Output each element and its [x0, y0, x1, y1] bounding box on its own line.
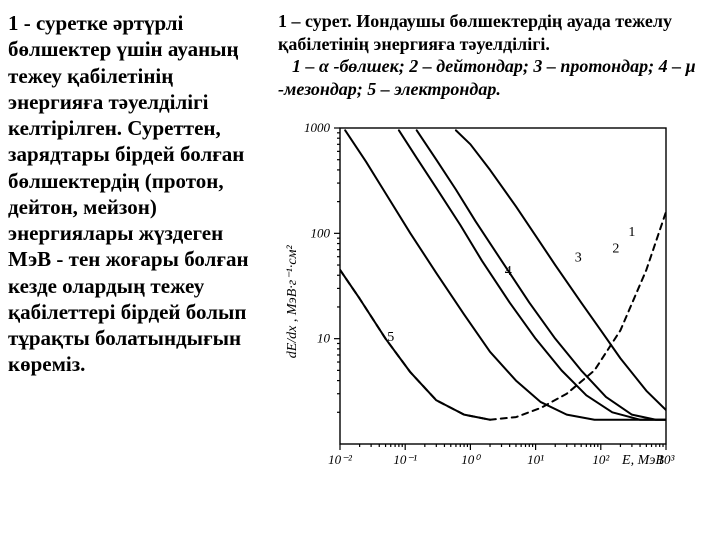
- caption-legend: 1 – α -бөлшек; 2 – дейтондар; 3 – протон…: [278, 55, 698, 100]
- svg-text:4: 4: [505, 264, 512, 279]
- chart-svg: 10⁻²10⁻¹10⁰10¹10²10³101001000E, МэВdE/dx…: [278, 118, 678, 478]
- svg-text:10: 10: [317, 331, 331, 346]
- svg-text:10⁰: 10⁰: [461, 452, 481, 467]
- svg-text:10²: 10²: [592, 452, 610, 467]
- svg-text:1000: 1000: [304, 120, 331, 135]
- right-column: 1 – сурет. Иондаушы бөлшектердің ауада т…: [278, 10, 698, 530]
- caption-title: 1 – сурет. Иондаушы бөлшектердің ауада т…: [278, 11, 672, 54]
- svg-text:5: 5: [387, 330, 394, 345]
- svg-text:100: 100: [311, 225, 331, 240]
- svg-text:1: 1: [628, 225, 635, 240]
- svg-text:dE/dx , МэВ·г⁻¹·см²: dE/dx , МэВ·г⁻¹·см²: [285, 245, 300, 359]
- body-paragraph: 1 - суретке әртүрлі бөлшектер үшін ауаны…: [8, 10, 268, 378]
- left-column: 1 - суретке әртүрлі бөлшектер үшін ауаны…: [8, 10, 278, 530]
- page-root: 1 - суретке әртүрлі бөлшектер үшін ауаны…: [0, 0, 720, 540]
- svg-text:2: 2: [612, 241, 619, 256]
- svg-text:10¹: 10¹: [527, 452, 544, 467]
- svg-text:E, МэВ: E, МэВ: [621, 453, 664, 468]
- svg-text:10⁻¹: 10⁻¹: [393, 452, 417, 467]
- figure-caption: 1 – сурет. Иондаушы бөлшектердің ауада т…: [278, 10, 698, 100]
- chart-container: 10⁻²10⁻¹10⁰10¹10²10³101001000E, МэВdE/dx…: [278, 118, 678, 478]
- svg-text:10⁻²: 10⁻²: [328, 452, 353, 467]
- svg-text:3: 3: [575, 251, 582, 266]
